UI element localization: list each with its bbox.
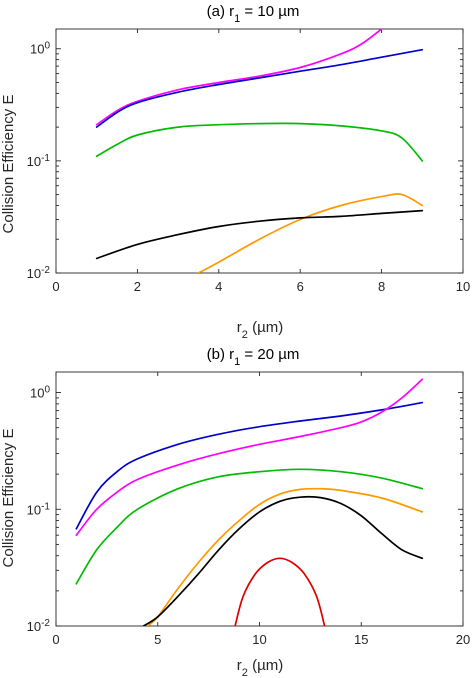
- series-line: [95, 48, 424, 128]
- x-tick-label: 10: [252, 632, 266, 647]
- series-line: [197, 193, 424, 273]
- y-tick-label: 10-1: [27, 501, 51, 518]
- x-axis-label: r2 (µm): [237, 657, 283, 678]
- x-tick-label: 2: [134, 279, 141, 294]
- y-tick-label: 100: [30, 40, 50, 57]
- x-tick-label: 5: [154, 632, 161, 647]
- series-line: [75, 378, 424, 537]
- x-tick-label: 20: [456, 632, 470, 647]
- y-tick-label: 100: [30, 384, 50, 401]
- y-axis-label: Collision Efficiency E: [0, 429, 17, 568]
- x-tick-label: 15: [354, 632, 368, 647]
- series-line: [142, 495, 424, 626]
- x-tick-label: 0: [52, 632, 59, 647]
- x-tick-label: 10: [456, 279, 470, 294]
- plot-area: [55, 371, 464, 627]
- panel-b: (b) r1 = 20 µm r2 (µm) Collision Efficie…: [0, 346, 470, 678]
- y-axis-label: Collision Efficiency E: [0, 95, 17, 234]
- x-tick-label: 0: [52, 279, 59, 294]
- series-line: [75, 468, 424, 585]
- panel-a: (a) r1 = 10 µm r2 (µm) Collision Efficie…: [0, 3, 470, 341]
- y-tick-label: 10-2: [27, 265, 51, 282]
- chart-title: (a) r1 = 10 µm: [207, 3, 300, 25]
- series-line: [95, 122, 424, 162]
- chart-title: (b) r1 = 20 µm: [207, 346, 300, 368]
- x-tick-label: 4: [215, 279, 222, 294]
- series-line: [95, 29, 383, 126]
- y-tick-label: 10-2: [27, 618, 51, 635]
- series-line: [95, 209, 424, 260]
- series-line: [146, 487, 424, 626]
- y-tick-label: 10-1: [27, 152, 51, 169]
- x-tick-label: 8: [378, 279, 385, 294]
- series-line: [75, 401, 424, 530]
- x-tick-label: 6: [297, 279, 304, 294]
- plot-area: [55, 28, 464, 274]
- x-axis-label: r2 (µm): [237, 319, 283, 341]
- series-line: [234, 557, 326, 626]
